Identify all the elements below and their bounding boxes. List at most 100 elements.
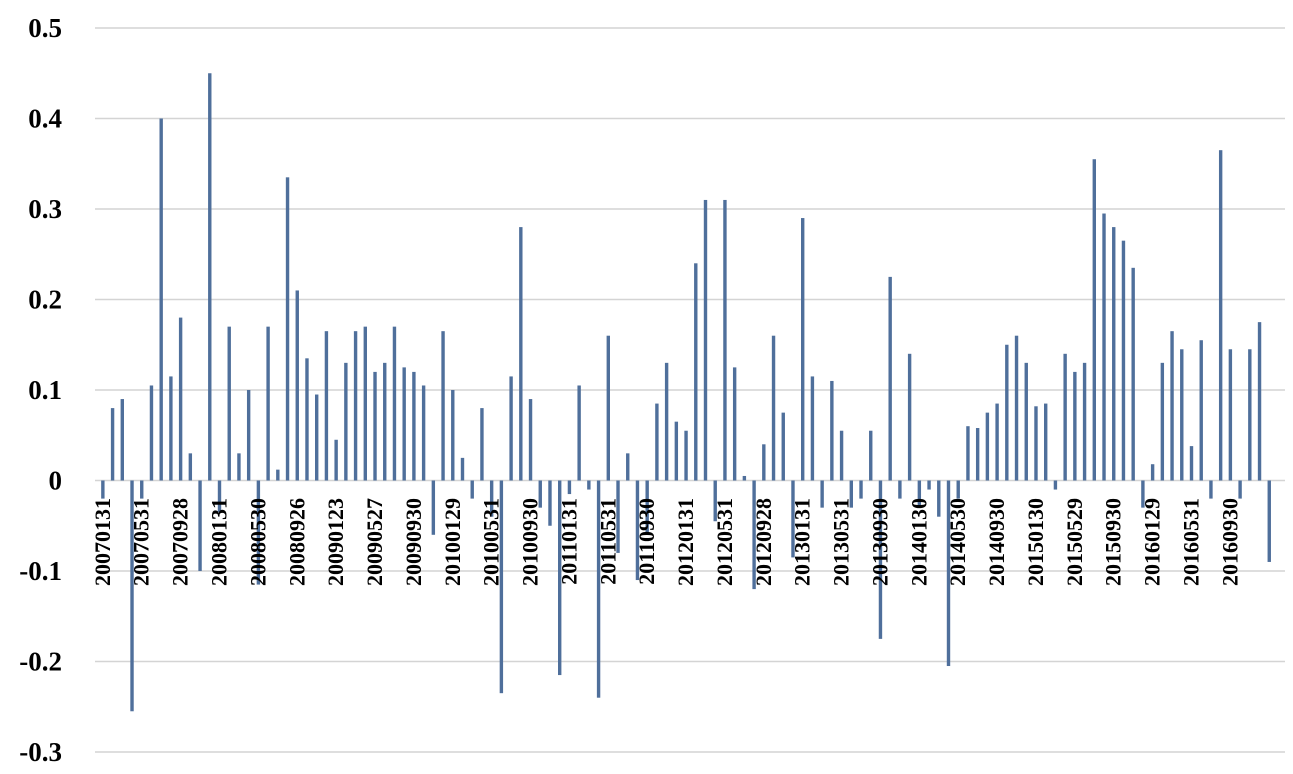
bar (276, 469, 280, 481)
bar (451, 390, 455, 481)
bar (217, 480, 222, 513)
bar (1209, 480, 1213, 499)
x-tick-label: 20090527 (362, 498, 387, 586)
bar (110, 408, 115, 481)
bar (966, 426, 970, 481)
y-tick-label: 0.3 (28, 194, 62, 224)
bar (538, 480, 542, 508)
bar (820, 480, 824, 508)
x-tick-label: 20160930 (1217, 498, 1242, 586)
bar (927, 480, 931, 490)
bar (703, 199, 708, 481)
bar (606, 335, 610, 481)
bar (732, 367, 737, 481)
bar (1082, 362, 1087, 481)
y-tick-label: -0.1 (19, 556, 62, 586)
bar (1248, 349, 1252, 481)
bar (198, 480, 202, 571)
bar (470, 480, 474, 499)
x-axis-category-labels: 20070131 20070531 20070928 20080131 20080530… (90, 498, 1243, 586)
bar (519, 227, 523, 481)
bar (140, 480, 144, 499)
x-tick-label: 20100531 (479, 498, 504, 586)
bar (1121, 240, 1126, 481)
bar (810, 376, 815, 481)
bar (509, 376, 513, 481)
y-tick-label: 0 (49, 466, 63, 496)
bar (1102, 213, 1106, 481)
bar (664, 362, 669, 481)
bar (645, 480, 649, 535)
bar (363, 326, 367, 481)
bar (1044, 403, 1048, 481)
x-tick-label: 20130531 (829, 498, 854, 586)
bar (830, 380, 834, 481)
x-tick-label: 20090123 (323, 498, 348, 586)
x-tick-label: 20130131 (790, 498, 815, 586)
bar (499, 480, 504, 694)
bar (801, 218, 805, 481)
x-tick-label: 20080131 (207, 498, 232, 586)
x-tick-label: 20090930 (401, 498, 426, 586)
bar (392, 326, 397, 481)
bar (596, 480, 601, 698)
y-axis-tick-labels: 0.5 0.4 0.3 0.2 0.1 0 -0.1 -0.2 -0.3 (19, 13, 62, 767)
bar (655, 403, 659, 481)
bar (626, 453, 630, 481)
bar (1141, 480, 1145, 508)
bar (1024, 362, 1028, 481)
x-tick-label: 20150930 (1101, 498, 1126, 586)
bar (752, 480, 756, 590)
bar (946, 480, 951, 667)
bar (762, 444, 766, 481)
bar (635, 480, 640, 581)
bar (1150, 464, 1155, 481)
bar (295, 290, 299, 481)
x-tick-label: 20150130 (1023, 498, 1048, 586)
bar (334, 439, 338, 481)
x-tick-label: 20070131 (90, 498, 115, 586)
bar (558, 480, 562, 676)
x-tick-label: 20080926 (284, 498, 309, 586)
y-tick-label: 0.1 (28, 375, 62, 405)
bar (441, 331, 445, 481)
bar (285, 177, 290, 481)
bar (353, 331, 358, 481)
bar (1131, 267, 1135, 481)
x-tick-label: 20120131 (673, 498, 698, 586)
bar (1180, 349, 1184, 481)
bar (1170, 331, 1174, 481)
x-tick-label: 20110531 (595, 498, 620, 585)
bar (149, 385, 154, 481)
bar (781, 412, 785, 481)
bar (315, 394, 319, 481)
bar (101, 480, 105, 499)
x-tick-label: 20150529 (1062, 498, 1087, 586)
x-tick-label: 20100930 (518, 498, 543, 586)
bar (694, 263, 698, 481)
bar (1092, 159, 1096, 481)
bar (791, 480, 795, 558)
x-tick-label: 20100129 (440, 498, 465, 586)
bar (995, 403, 999, 481)
bar (898, 480, 902, 499)
x-tick-label: 20140530 (945, 498, 970, 586)
bar (1238, 480, 1242, 499)
bar (1014, 335, 1019, 481)
bar (431, 480, 436, 535)
x-tick-label: 20160531 (1179, 498, 1204, 586)
bar (412, 371, 416, 481)
y-tick-label: 0.4 (28, 104, 62, 134)
bar (130, 480, 134, 712)
bar (587, 480, 591, 490)
bar (888, 276, 892, 481)
y-tick-label: 0.2 (28, 285, 62, 315)
bar (937, 480, 941, 517)
x-tick-label: 20130930 (867, 498, 892, 586)
x-tick-label: 20070928 (168, 498, 193, 586)
bar (907, 353, 912, 481)
bar (489, 480, 494, 517)
x-tick-label: 20160129 (1140, 498, 1165, 586)
bar (917, 480, 922, 508)
